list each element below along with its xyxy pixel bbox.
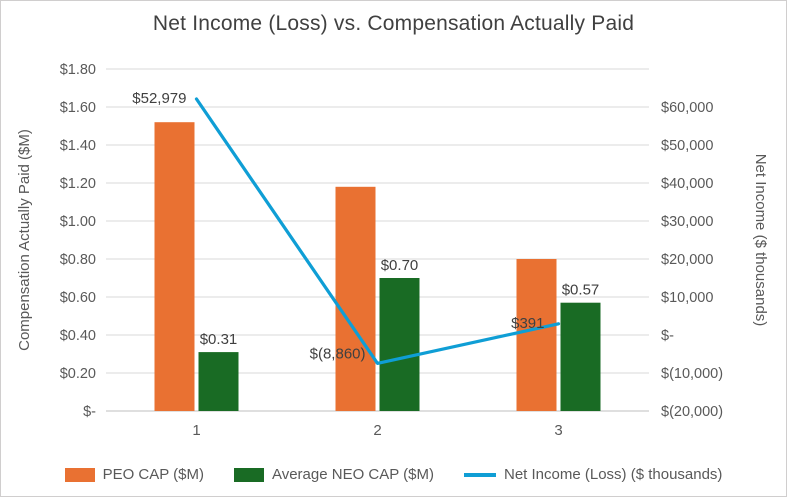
right-axis-tick-label: $50,000 xyxy=(661,138,713,154)
legend: PEO CAP ($M) Average NEO CAP ($M) Net In… xyxy=(1,466,786,483)
right-axis-tick-label: $(10,000) xyxy=(661,366,723,382)
bar-data-label: $0.57 xyxy=(562,282,600,299)
left-axis-tick-label: $1.20 xyxy=(60,176,96,192)
bar-neo-cap xyxy=(379,278,420,411)
legend-item-neo-cap: Average NEO CAP ($M) xyxy=(233,466,434,483)
right-axis-tick-label: $- xyxy=(661,328,674,344)
right-axis-tick-label: $10,000 xyxy=(661,290,713,306)
bar-neo-cap xyxy=(198,352,239,411)
right-axis-title: Net Income ($ thousands) xyxy=(752,153,769,327)
net-income-swatch-icon xyxy=(464,472,496,477)
left-axis-tick-label: $- xyxy=(83,404,96,420)
bar-peo-cap xyxy=(516,259,557,411)
left-axis-tick-label: $0.40 xyxy=(60,328,96,344)
line-data-label: $(8,860) xyxy=(310,345,366,362)
left-axis-tick-label: $1.60 xyxy=(60,100,96,116)
left-axis-tick-label: $1.00 xyxy=(60,214,96,230)
bar-peo-cap xyxy=(154,122,195,411)
peo-cap-swatch-icon xyxy=(64,467,95,482)
bar-data-label: $0.31 xyxy=(200,331,238,348)
left-axis-tick-label: $1.80 xyxy=(60,62,96,78)
left-axis-tick-label: $1.40 xyxy=(60,138,96,154)
line-data-label: $52,979 xyxy=(132,90,186,107)
line-data-label: $391 xyxy=(511,315,544,332)
legend-label-peo-cap: PEO CAP ($M) xyxy=(102,466,204,483)
bar-data-label: $0.70 xyxy=(381,257,419,274)
line-net-income xyxy=(194,97,561,366)
x-axis-category-label: 1 xyxy=(192,422,200,439)
neo-cap-swatch-icon xyxy=(233,467,264,482)
legend-label-net-income: Net Income (Loss) ($ thousands) xyxy=(504,466,723,483)
legend-label-neo-cap: Average NEO CAP ($M) xyxy=(271,466,434,483)
x-axis-category-label: 3 xyxy=(554,422,562,439)
bar-neo-cap xyxy=(560,302,601,411)
chart-title: Net Income (Loss) vs. Compensation Actua… xyxy=(152,12,635,35)
legend-item-net-income: Net Income (Loss) ($ thousands) xyxy=(464,466,722,483)
right-axis-tick-label: $(20,000) xyxy=(661,404,723,420)
left-axis-tick-label: $0.80 xyxy=(60,252,96,268)
legend-item-peo-cap: PEO CAP ($M) xyxy=(64,466,204,483)
right-axis-tick-label: $20,000 xyxy=(661,252,713,268)
bar-peo-cap xyxy=(335,186,376,411)
right-axis-tick-label: $40,000 xyxy=(661,176,713,192)
right-axis-tick-label: $30,000 xyxy=(661,214,713,230)
left-axis-tick-label: $0.60 xyxy=(60,290,96,306)
x-axis-category-label: 2 xyxy=(373,422,381,439)
right-axis-tick-label: $60,000 xyxy=(661,100,713,116)
left-axis-title: Compensation Actually Paid ($M) xyxy=(16,129,33,351)
left-axis-tick-label: $0.20 xyxy=(60,366,96,382)
